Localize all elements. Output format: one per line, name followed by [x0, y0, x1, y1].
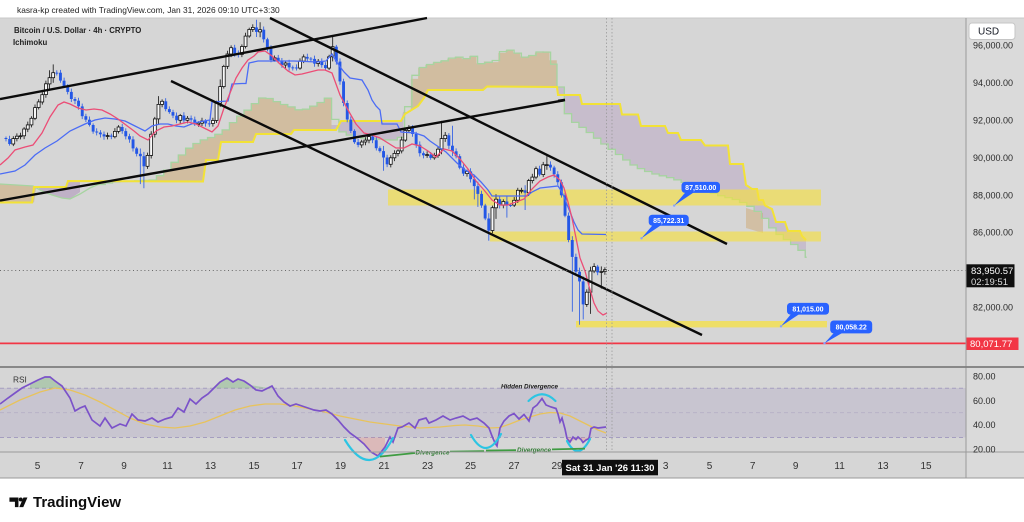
svg-text:21: 21	[378, 461, 390, 472]
svg-text:20.00: 20.00	[973, 445, 996, 455]
svg-text:23: 23	[422, 461, 434, 472]
svg-text:Sat 31 Jan '26 11:30: Sat 31 Jan '26 11:30	[566, 463, 655, 474]
svg-text:94,000.00: 94,000.00	[973, 78, 1013, 88]
svg-text:27: 27	[508, 461, 520, 472]
svg-text:88,000.00: 88,000.00	[973, 190, 1013, 200]
svg-text:Bitcoin / U.S. Dollar · 4h · C: Bitcoin / U.S. Dollar · 4h · CRYPTO	[14, 26, 141, 35]
svg-text:Divergence: Divergence	[416, 450, 450, 457]
svg-text:15: 15	[920, 461, 932, 472]
svg-text:81,015.00: 81,015.00	[792, 306, 823, 313]
svg-text:60.00: 60.00	[973, 396, 996, 406]
svg-text:5: 5	[35, 461, 41, 472]
svg-text:19: 19	[335, 461, 347, 472]
svg-text:82,000.00: 82,000.00	[973, 303, 1013, 313]
svg-text:96,000.00: 96,000.00	[973, 41, 1013, 51]
svg-text:kasra-kp created with TradingV: kasra-kp created with TradingView.com, J…	[17, 5, 280, 15]
svg-text:11: 11	[162, 461, 173, 472]
svg-text:80,058.22: 80,058.22	[836, 325, 867, 332]
svg-text:9: 9	[793, 461, 799, 472]
svg-text:17: 17	[291, 461, 303, 472]
svg-text:85,722.31: 85,722.31	[653, 218, 684, 225]
svg-text:40.00: 40.00	[973, 420, 996, 430]
svg-text:87,510.00: 87,510.00	[685, 185, 716, 192]
svg-text:29: 29	[551, 461, 563, 472]
svg-text:25: 25	[465, 461, 477, 472]
svg-text:86,000.00: 86,000.00	[973, 228, 1013, 238]
svg-text:Hidden Divergence: Hidden Divergence	[501, 383, 559, 390]
svg-text:90,000.00: 90,000.00	[973, 153, 1013, 163]
svg-text:5: 5	[707, 461, 713, 472]
svg-text:15: 15	[248, 461, 260, 472]
svg-text:TradingView: TradingView	[33, 494, 121, 511]
svg-text:USD: USD	[978, 27, 999, 38]
svg-text:02:19:51: 02:19:51	[971, 277, 1008, 288]
svg-text:7: 7	[750, 461, 756, 472]
svg-text:13: 13	[205, 461, 217, 472]
svg-text:3: 3	[663, 461, 669, 472]
svg-text:83,950.57: 83,950.57	[971, 266, 1013, 277]
svg-text:80.00: 80.00	[973, 372, 996, 382]
svg-text:RSI: RSI	[13, 375, 27, 385]
svg-text:9: 9	[121, 461, 127, 472]
svg-text:80,071.77: 80,071.77	[970, 339, 1012, 350]
svg-text:11: 11	[834, 461, 845, 472]
svg-text:7: 7	[78, 461, 84, 472]
svg-text:13: 13	[877, 461, 889, 472]
svg-text:92,000.00: 92,000.00	[973, 115, 1013, 125]
svg-text:Ichimoku: Ichimoku	[13, 38, 47, 47]
svg-text:Divergence: Divergence	[517, 447, 551, 454]
